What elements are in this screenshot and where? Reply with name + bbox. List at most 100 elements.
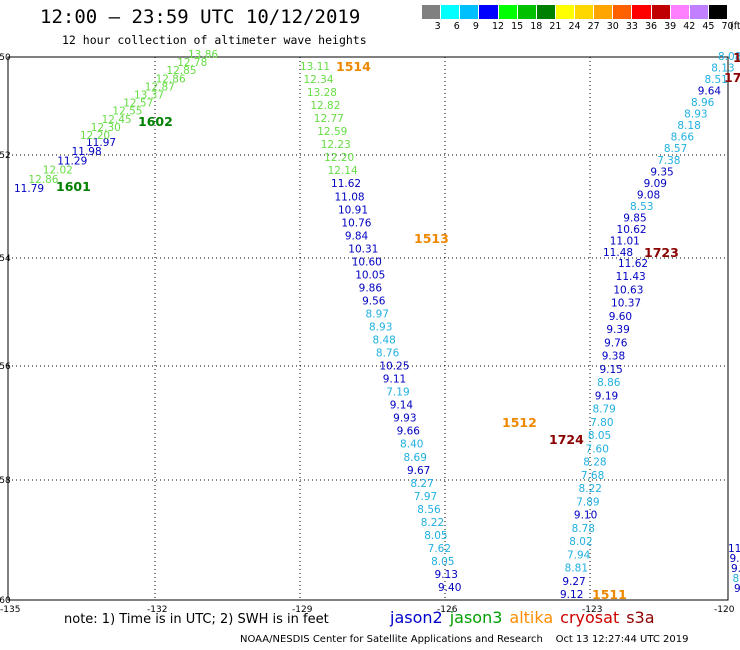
wave-height-value: 7.97	[414, 491, 437, 503]
wave-height-value: 12.30	[91, 122, 121, 134]
wave-height-value: 12.87	[145, 81, 175, 93]
wave-height-value: 12.45	[102, 114, 132, 126]
wave-height-value: 8.40	[400, 439, 423, 451]
wave-height-value: 13.86	[188, 49, 218, 61]
wave-height-value: 12.82	[310, 100, 340, 112]
wave-height-value: 11.62	[331, 178, 361, 190]
scale-swatch	[708, 5, 728, 19]
scale-label: 70	[721, 21, 734, 32]
wave-height-value: 8.28	[583, 457, 606, 469]
wave-height-value: 11.01	[610, 235, 640, 247]
scale-label: 3	[434, 21, 441, 32]
wave-height-value: 9.09	[644, 178, 667, 190]
track-label: 1602	[138, 114, 173, 129]
lat-label: -58	[0, 476, 11, 486]
satellite-legend: jason2 jason3 altika cryosat s3a	[390, 608, 662, 627]
scale-swatch	[670, 5, 690, 19]
wave-height-value: 7.89	[576, 496, 599, 508]
scale-swatch	[651, 5, 671, 19]
wave-height-value: 9.	[730, 553, 740, 565]
wave-height-value: 8.93	[684, 109, 707, 121]
wave-height-value: 12.85	[166, 65, 196, 77]
wave-height-value: 9.60	[609, 311, 632, 323]
wave-height-value: 12.34	[303, 74, 333, 86]
wave-height-value: 12.55	[112, 106, 142, 118]
track-label: 1	[733, 50, 740, 65]
wave-height-value: 9.40	[438, 582, 461, 594]
wave-height-value: 8.22	[579, 483, 602, 495]
scale-swatch	[498, 5, 518, 19]
wave-height-value: 9.11	[383, 374, 406, 386]
track-label: 1601	[56, 179, 91, 194]
wave-height-value: 8.05	[431, 556, 454, 568]
wave-height-value: 9.39	[606, 324, 629, 336]
satellite-cryosat: cryosat	[560, 608, 620, 627]
wave-height-value: 9.10	[574, 510, 597, 522]
lon-label: -123	[582, 605, 602, 615]
wave-height-value: 9.67	[407, 465, 430, 477]
scale-label: 15	[511, 21, 524, 32]
wave-height-value: 9.93	[393, 413, 416, 425]
wave-height-value: 8.13	[711, 63, 734, 75]
wave-height-value: 12.20	[80, 130, 110, 142]
lat-label: -50	[0, 53, 11, 63]
wave-height-value: 9.08	[637, 189, 660, 201]
wave-height-value: 7.60	[586, 443, 609, 455]
wave-height-value: 8.02	[569, 536, 592, 548]
wave-height-value: 8.76	[376, 348, 400, 360]
color-scale-bar	[422, 5, 728, 19]
track-label: 1512	[502, 415, 537, 430]
wave-height-value: 12.59	[317, 126, 347, 138]
wave-height-value: 8.08	[718, 51, 740, 63]
wave-height-value: 8.51	[704, 74, 727, 86]
wave-height-value: 11.08	[335, 191, 365, 203]
wave-height-value: 11.97	[86, 137, 116, 149]
scale-label: 33	[625, 21, 638, 32]
wave-height-value: 12.14	[328, 165, 358, 177]
wave-height-value: 9.84	[345, 230, 369, 242]
scale-swatch	[613, 5, 633, 19]
wave-height-value: 11.79	[14, 183, 44, 195]
lat-label: -52	[0, 151, 11, 161]
wave-height-value: 8.05	[424, 530, 447, 542]
wave-height-value: 7.68	[581, 470, 604, 482]
wave-height-value: 12.78	[177, 57, 207, 69]
wave-height-value: 12.02	[43, 165, 73, 177]
scale-swatch	[536, 5, 556, 19]
wave-height-value: 12.86	[156, 73, 186, 85]
footer-note: note: 1) Time is in UTC; 2) SWH is in fe…	[64, 612, 329, 627]
track-label: 1511	[592, 587, 627, 602]
scale-label: 6	[453, 21, 460, 32]
scale-swatch	[594, 5, 614, 19]
wave-height-value: 8.81	[565, 563, 588, 575]
wave-height-value: 8.78	[572, 523, 595, 535]
page-title: 12:00 – 23:59 UTC 10/12/2019	[40, 6, 361, 28]
track-label: 1513	[414, 231, 449, 246]
wave-height-value: 10.76	[341, 217, 371, 229]
scale-swatch	[441, 5, 461, 19]
wave-height-value: 9.38	[602, 351, 625, 363]
track-label: 17	[724, 70, 740, 85]
wave-height-value: 10.37	[611, 298, 641, 310]
wave-height-value: 13.11	[300, 61, 330, 73]
wave-height-value: 7.94	[567, 549, 591, 561]
wave-height-value: 8.53	[630, 201, 653, 213]
scale-label: 39	[664, 21, 677, 32]
wave-height-value: 9.66	[397, 426, 421, 438]
wave-height-value: 11.98	[72, 146, 102, 158]
scale-label: 12	[491, 21, 505, 32]
wave-height-value: 10.91	[338, 204, 368, 216]
wave-height-value: 8.56	[417, 504, 441, 516]
scale-swatch	[460, 5, 480, 19]
wave-height-value: 9	[734, 583, 740, 595]
scale-swatch	[689, 5, 709, 19]
wave-height-value: 12.20	[324, 152, 354, 164]
track-label: 1514	[336, 59, 371, 74]
satellite-altika: altika	[509, 608, 554, 627]
footer-credit: NOAA/NESDIS Center for Satellite Applica…	[240, 634, 689, 645]
scale-swatch	[422, 5, 442, 19]
wave-height-value: 9.27	[562, 576, 585, 588]
track-label: 1724	[549, 432, 584, 447]
lat-label: -56	[0, 362, 11, 372]
